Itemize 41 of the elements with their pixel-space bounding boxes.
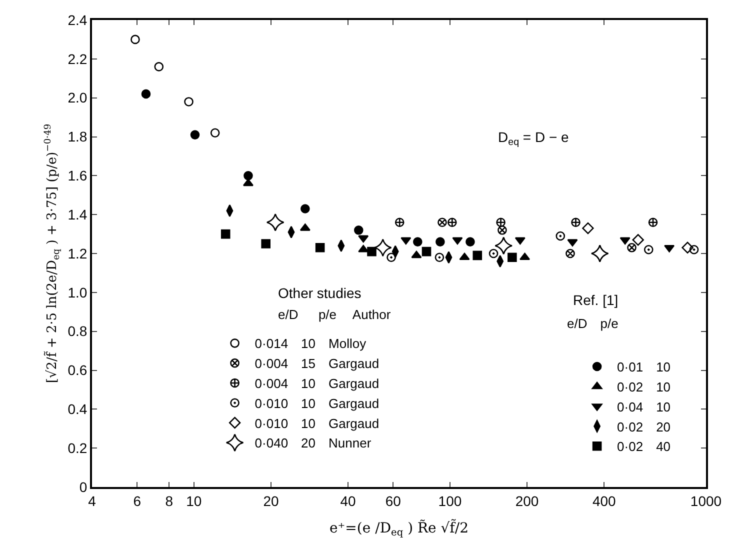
annotation: Ref. [1] [573, 292, 618, 308]
x-tick-label: 1000 [690, 492, 722, 509]
legend-label: 0·01 10 [617, 360, 671, 375]
legend-label: 0·040 20 Nunner [254, 436, 372, 451]
legend-label: 0·004 15 Gargaud [254, 356, 380, 372]
legend-label: 0·010 10 Gargaud [254, 396, 380, 411]
y-tick-label: 0.8 [68, 323, 88, 340]
legend-label: 0·02 20 [617, 419, 671, 434]
y-tick-label: 2.4 [68, 12, 88, 28]
y-tick-label: 0.4 [68, 401, 88, 418]
annotation: Other studies [278, 285, 362, 301]
y-tick-label: 1.6 [68, 168, 88, 184]
y-tick-label: 0 [79, 478, 88, 495]
y-tick-label: 1.0 [68, 284, 88, 300]
x-tick-label: 200 [515, 492, 539, 509]
annotation: e/D p/e Author [278, 307, 392, 322]
y-tick-label: 1.8 [68, 128, 88, 145]
x-tick-label: 400 [592, 492, 616, 509]
legend-label: 0·010 10 Gargaud [254, 416, 380, 431]
legend-label: 0·02 40 [617, 439, 671, 454]
x-tick-label: 8 [165, 492, 174, 509]
x-tick-label: 40 [340, 492, 356, 509]
y-tick-label: 0.2 [68, 440, 88, 456]
y-tick-label: 2.2 [68, 50, 88, 67]
x-tick-label: 10 [186, 492, 202, 509]
y-tick-label: 2.0 [68, 90, 88, 106]
y-tick-label: 1.4 [68, 206, 88, 222]
legend-label: 0·02 10 [617, 379, 671, 394]
x-axis-title: e⁺=(e /D$_{eq}$ ) R̃e √f̃/2 [330, 518, 468, 539]
legend-label: 0·04 10 [617, 399, 671, 414]
x-tick-label: 4 [88, 492, 96, 509]
y-tick-label: 1.2 [68, 245, 88, 262]
x-tick-label: 20 [263, 492, 279, 509]
y-tick-label: 0.6 [68, 362, 88, 378]
legend-label: 0·004 10 Gargaud [254, 376, 380, 392]
annotation: e/D p/e [567, 316, 618, 331]
x-tick-label: 6 [133, 492, 142, 509]
legend-label: 0·014 10 Molloy [254, 336, 367, 352]
annotation: D$_{eq}$ = D − e [498, 129, 570, 148]
x-tick-label: 60 [385, 492, 402, 509]
x-tick-label: 100 [438, 492, 462, 509]
